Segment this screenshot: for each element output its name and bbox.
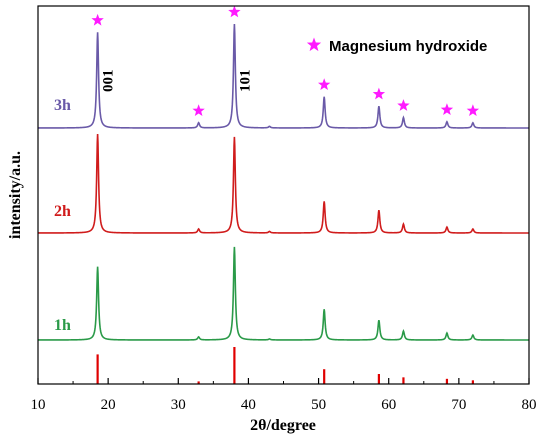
peak-star-icon bbox=[466, 104, 480, 117]
peak-star-icon bbox=[192, 104, 205, 117]
legend: Magnesium hydroxide bbox=[306, 37, 487, 55]
x-tick-label: 50 bbox=[311, 397, 326, 413]
series-label-2h: 2h bbox=[54, 203, 71, 220]
legend-label: Magnesium hydroxide bbox=[329, 38, 487, 55]
x-tick-label: 40 bbox=[241, 397, 256, 413]
plot-frame bbox=[37, 5, 530, 385]
x-axis-title: 2θ/degree bbox=[250, 417, 316, 434]
peak-star-icon bbox=[372, 87, 386, 100]
series-label-3h: 3h bbox=[54, 97, 71, 114]
x-tick-label: 20 bbox=[101, 397, 116, 413]
x-tick-label: 30 bbox=[171, 397, 186, 413]
series-line-2h bbox=[38, 133, 529, 234]
peak-star-icon bbox=[440, 103, 454, 116]
y-axis-title: intensity/a.u. bbox=[7, 151, 24, 239]
peak-star-icon bbox=[91, 13, 104, 26]
series-label-1h: 1h bbox=[54, 317, 71, 334]
peak-star-icon bbox=[228, 5, 241, 18]
x-tick-label: 60 bbox=[381, 397, 396, 413]
x-tick-label: 70 bbox=[451, 397, 466, 413]
x-tick-label: 10 bbox=[31, 397, 46, 413]
x-tick-label: 80 bbox=[522, 397, 537, 413]
legend-star-icon bbox=[306, 37, 322, 52]
peak-annotation: 101 bbox=[237, 70, 253, 93]
series-line-1h bbox=[38, 246, 529, 341]
series-line-3h bbox=[38, 23, 529, 129]
peak-star-icon bbox=[397, 99, 410, 111]
peak-annotation: 001 bbox=[101, 70, 117, 93]
peak-star-icon bbox=[318, 78, 331, 91]
